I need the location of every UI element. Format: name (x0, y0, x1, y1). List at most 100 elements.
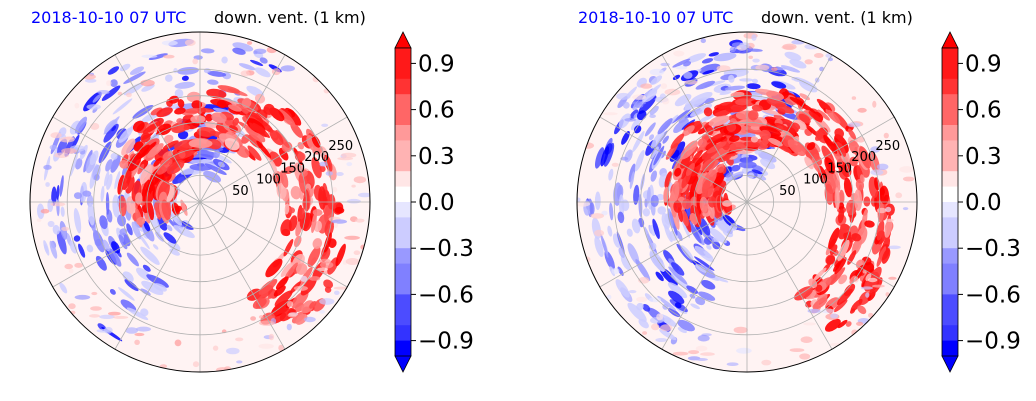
heatmap-cell-negative (698, 291, 716, 301)
heatmap-cell-speckle (716, 65, 731, 72)
heatmap-cell-speckle (64, 263, 73, 270)
heatmap-cell-speckle (54, 152, 69, 158)
heatmap-cell-positive (150, 107, 163, 116)
heatmap-cell-positive (840, 162, 852, 178)
heatmap-cell-negative (100, 185, 105, 202)
heatmap-cell-negative (126, 223, 133, 236)
heatmap-cell-negative (684, 97, 708, 111)
heatmap-cell-speckle (300, 275, 308, 282)
colorbar-level (395, 294, 411, 311)
heatmap-cell-positive (814, 132, 824, 141)
heatmap-cell-speckle (117, 91, 123, 96)
colorbar-level (942, 279, 958, 295)
heatmap-cell-speckle (761, 359, 772, 366)
colorbar: 0.9 0.6 0.3 0.0 −0.3 −0.6 −0.9 (394, 31, 474, 373)
heatmap-cell-speckle (125, 327, 138, 334)
heatmap-cell-speckle (334, 290, 340, 295)
heatmap-cell-negative (106, 173, 113, 190)
heatmap-cell-negative (103, 116, 120, 135)
heatmap-cell-positive (728, 135, 740, 143)
heatmap-cell-positive (824, 157, 836, 175)
colorbar-level (395, 202, 411, 218)
heatmap-cell-negative (676, 230, 683, 241)
heatmap-cell-negative (126, 307, 149, 321)
heatmap-cell-negative (673, 118, 689, 134)
heatmap-cell-positive (228, 125, 238, 132)
heatmap-cell-speckle (319, 309, 325, 314)
heatmap-cell-speckle (847, 122, 861, 128)
heatmap-cell-negative (725, 171, 744, 181)
heatmap-cell-speckle (319, 161, 328, 167)
heatmap-cell-negative (86, 244, 94, 253)
heatmap-cell-positive (845, 321, 852, 327)
heatmap-cell-negative (746, 83, 761, 90)
heatmap-cell-speckle (332, 186, 338, 193)
heatmap-cell-positive (798, 113, 811, 124)
heatmap-cell-positive (311, 135, 321, 148)
heatmap-cell-positive (810, 155, 822, 174)
heatmap-cell-speckle (729, 46, 736, 53)
heatmap-cell-positive (265, 258, 283, 278)
heatmap-cell-speckle (74, 102, 80, 109)
heatmap-cell-speckle (192, 58, 198, 65)
heatmap-cell-speckle (50, 202, 66, 207)
heatmap-cell-positive (168, 95, 180, 104)
heatmap-cell-positive (137, 163, 145, 175)
heatmap-cell-positive (699, 196, 709, 213)
heatmap-cell-positive (834, 134, 849, 154)
heatmap-cell-positive (278, 109, 296, 127)
heatmap-cell-positive (140, 132, 151, 143)
heatmap-cell-speckle (86, 104, 101, 110)
heatmap-cell-negative (56, 230, 67, 255)
radial-tick-label: 50 (779, 184, 796, 199)
heatmap-cell-speckle (697, 334, 710, 342)
heatmap-cell-positive (861, 209, 868, 233)
heatmap-cell-negative (702, 69, 715, 75)
heatmap-cell-positive (806, 142, 816, 151)
heatmap-cell-negative (739, 78, 754, 82)
heatmap-cell-negative (627, 302, 647, 323)
colorbar: 0.9 0.6 0.3 0.0 −0.3 −0.6 −0.9 (941, 31, 1021, 373)
heatmap-cell-positive (136, 216, 146, 226)
angular-gridline (746, 201, 833, 350)
heatmap-cell-speckle (258, 315, 264, 319)
heatmap-cell-speckle (590, 213, 604, 219)
heatmap-cell-positive (324, 155, 333, 172)
heatmap-cell-positive (813, 267, 827, 281)
heatmap-cell-speckle (803, 322, 816, 326)
heatmap-cell-negative (699, 113, 715, 123)
heatmap-cell-speckle (268, 333, 275, 341)
heatmap-cell-speckle (649, 68, 665, 76)
heatmap-cell-positive (836, 288, 853, 306)
heatmap-cell-positive (228, 104, 242, 112)
heatmap-cell-speckle (660, 83, 668, 89)
heatmap-cell-speckle (68, 268, 74, 274)
heatmap-cell-speckle (106, 80, 112, 86)
heatmap-cell-positive (172, 205, 182, 213)
heatmap-cell-positive (714, 174, 723, 185)
heatmap-cell-speckle (140, 79, 155, 87)
heatmap-cell-negative (627, 243, 640, 265)
heatmap-cell-positive (710, 146, 730, 160)
heatmap-cell-negative (738, 161, 757, 169)
heatmap-cell-negative (662, 135, 670, 144)
heatmap-cell-speckle (47, 220, 55, 228)
heatmap-cell-positive (289, 164, 296, 172)
heatmap-cell-positive (884, 219, 893, 238)
heatmap-cell-positive (751, 104, 763, 112)
panel-date-title: 2018-10-10 07 UTC (31, 8, 187, 27)
heatmap-cell-positive (132, 120, 145, 132)
colorbar-level (395, 125, 411, 141)
polar-frame (29, 31, 371, 373)
heatmap-cell-positive (830, 267, 846, 285)
heatmap-cell-positive (837, 319, 848, 329)
heatmap-cell-positive (311, 157, 322, 179)
heatmap-cell-negative (751, 169, 763, 175)
heatmap-cell-speckle (253, 48, 267, 54)
heatmap-cell-positive (677, 207, 683, 223)
heatmap-cell-speckle (258, 343, 274, 349)
heatmap-cell-negative (650, 194, 659, 207)
panel-variable-title: down. vent. (1 km) (761, 8, 913, 27)
heatmap-cell-speckle (688, 350, 700, 355)
heatmap-cell-speckle (642, 331, 648, 335)
